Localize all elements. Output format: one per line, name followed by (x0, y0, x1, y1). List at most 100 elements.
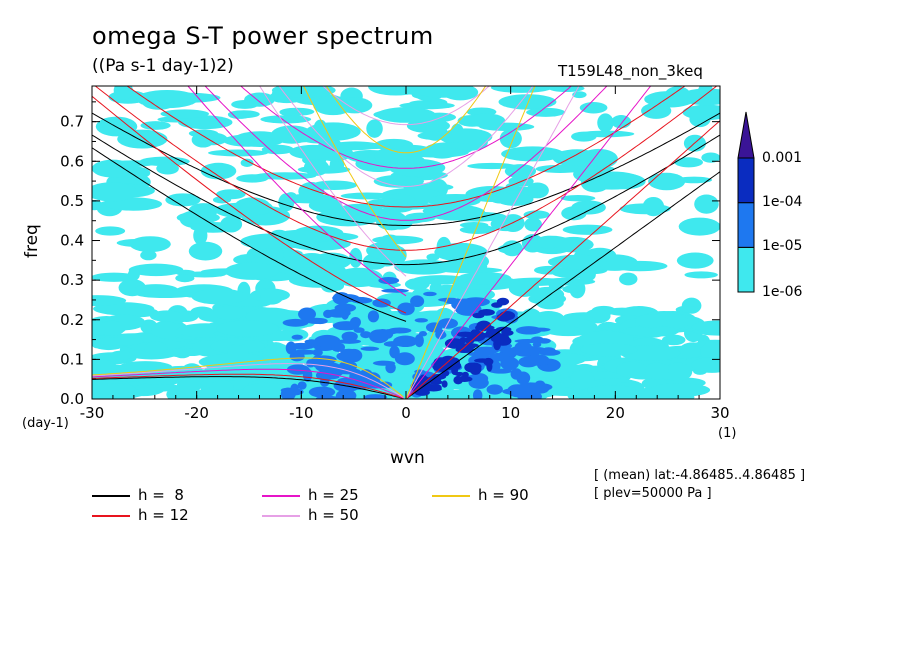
spectrum-patch (548, 279, 564, 291)
spectrum-patch (422, 206, 446, 216)
ig1-curve (92, 134, 720, 266)
spectrum-patch (488, 190, 512, 204)
spectrum-patch (412, 275, 470, 285)
spectrum-patch (675, 176, 713, 184)
spectrum-patch (522, 392, 539, 397)
spectrum-patch (176, 211, 220, 224)
spectrum-patch (387, 327, 412, 334)
y-tick-label: 0.0 (60, 390, 84, 408)
spectrum-patch (641, 102, 672, 119)
spectrum-patch (615, 361, 648, 379)
spectrum-patch (374, 147, 404, 165)
spectrum-patch (336, 351, 361, 362)
spectrum-patch (240, 158, 254, 168)
spectrum-patch (136, 89, 199, 109)
legend-item-h90: h = 90 (432, 486, 529, 504)
spectrum-patch (297, 381, 307, 390)
spectrum-patch (231, 100, 259, 109)
rossby-curve (92, 376, 404, 399)
meta-latitude: [ (mean) lat:-4.86485..4.86485 ] (594, 468, 806, 483)
spectrum-patch (216, 320, 279, 337)
legend-label: h = 12 (138, 506, 189, 524)
spectrum-patch (417, 131, 453, 140)
spectrum-patch (298, 307, 316, 321)
colorbar-label-1e-05: 1e-05 (762, 238, 803, 254)
spectrum-patch (485, 328, 501, 339)
spectrum-patch (444, 299, 468, 305)
x-tick-label: -10 (289, 404, 314, 422)
spectrum-patch (224, 262, 279, 280)
spectrum-patch (393, 335, 418, 348)
legend-swatch (92, 514, 130, 517)
spectrum-patch (191, 288, 248, 305)
spectrum-patch (459, 221, 489, 229)
spectrum-patch (523, 210, 550, 219)
spectrum-patch (271, 229, 287, 237)
spectrum-patch (290, 349, 318, 355)
spectrum-patch (92, 383, 136, 395)
spectrum-patch (490, 86, 553, 93)
spectrum-patch (497, 244, 524, 254)
spectrum-patch (397, 302, 415, 316)
kelvin-curve (405, 171, 720, 399)
spectrum-patch (376, 107, 436, 123)
spectrum-patch (475, 325, 484, 331)
spectrum-patch (490, 216, 521, 232)
spectrum-patch (367, 310, 380, 323)
spectrum-patch (499, 129, 522, 149)
legend-swatch (262, 514, 300, 517)
spectrum-patch (373, 174, 424, 188)
spectrum-patch (341, 331, 358, 342)
spectrum-patch (240, 200, 274, 216)
spectrum-patch (211, 305, 247, 320)
spectrum-patch (560, 195, 596, 202)
spectrum-field (92, 86, 720, 399)
spectrum-patch (149, 310, 184, 322)
y-axis-label: freq (22, 224, 42, 258)
spectrum-patch (428, 380, 444, 385)
mrg-curve (259, 86, 407, 277)
spectrum-patch (315, 362, 342, 373)
spectrum-patch (320, 278, 340, 293)
spectrum-patch (562, 285, 581, 293)
spectrum-patch (98, 320, 126, 336)
spectrum-patch (175, 269, 196, 276)
y-tick-label: 0.3 (60, 271, 84, 289)
x-axis-label: wvn (390, 448, 425, 468)
colorbar-label-1e-04: 1e-04 (762, 194, 803, 210)
spectrum-patch (496, 313, 512, 322)
spectrum-patch (501, 329, 514, 336)
spectrum-patch (580, 343, 638, 357)
spectrum-patch (678, 217, 720, 236)
spectrum-patch (451, 366, 459, 376)
spectrum-patch (540, 364, 550, 369)
y-tick-label: 0.1 (60, 350, 84, 368)
spectrum-patch (140, 250, 157, 261)
spectrum-patch (340, 192, 395, 200)
spectrum-patch (535, 235, 562, 249)
spectrum-patch (486, 384, 503, 395)
spectrum-patch (526, 107, 566, 117)
spectrum-patch (611, 115, 632, 129)
ig2-curve (92, 0, 720, 81)
colorbar-label-1e-06: 1e-06 (762, 284, 803, 300)
spectrum-patch (552, 149, 602, 167)
spectrum-patch (337, 97, 373, 114)
spectrum-patch (518, 382, 543, 390)
spectrum-patch (674, 157, 703, 168)
spectrum-patch (473, 377, 489, 389)
spectrum-patch (526, 354, 550, 366)
ig1-curve (94, 86, 718, 251)
spectrum-patch (335, 392, 354, 399)
spectrum-patch (223, 134, 273, 147)
spectrum-patch (191, 132, 215, 148)
spectrum-patch (305, 122, 361, 141)
spectrum-patch (467, 351, 494, 357)
spectrum-patch (378, 276, 400, 285)
ig2-curve (92, 112, 720, 226)
spectrum-patch (285, 341, 297, 355)
spectrum-patch (467, 113, 506, 128)
spectrum-patch (349, 247, 363, 268)
spectrum-patch (160, 109, 210, 119)
